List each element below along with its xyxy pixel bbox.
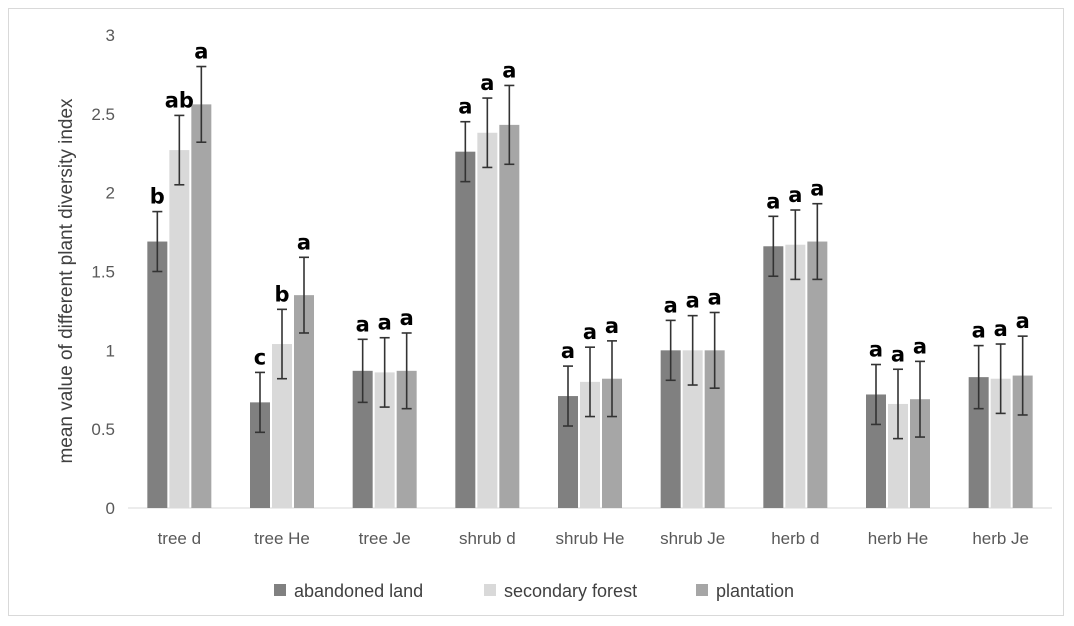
significance-letter: a [356, 312, 370, 336]
significance-letter: a [297, 230, 311, 254]
significance-letter: a [583, 320, 597, 344]
significance-letter: a [378, 311, 392, 335]
significance-letter: a [194, 40, 208, 64]
bar [272, 344, 292, 508]
bar [990, 378, 1011, 508]
significance-letter: a [458, 95, 472, 119]
legend-swatch [484, 584, 496, 596]
bar [660, 350, 681, 508]
significance-letter: a [502, 58, 516, 82]
bar [455, 151, 476, 508]
legend-label: plantation [716, 581, 794, 601]
bar [352, 370, 373, 508]
significance-letter: a [891, 342, 905, 366]
x-tick-label: herb He [868, 529, 928, 548]
significance-letter: b [150, 185, 165, 209]
significance-letter: a [972, 319, 986, 343]
bar [250, 402, 270, 508]
legend-label: abandoned land [294, 581, 423, 601]
bar [147, 241, 168, 508]
legend-swatch [274, 584, 286, 596]
bar [294, 295, 314, 508]
significance-letter: c [254, 345, 266, 369]
y-tick-label: 1 [106, 341, 115, 360]
bar [888, 403, 908, 508]
y-tick-label: 3 [106, 26, 115, 45]
bar [785, 244, 806, 509]
legend: abandoned land secondary forest plantation [274, 581, 794, 601]
y-tick-label: 2.5 [91, 105, 115, 124]
x-tick-label: shrub Je [660, 529, 725, 548]
y-tick-label: 2 [106, 184, 115, 203]
bar [682, 350, 703, 508]
significance-letter: a [664, 293, 678, 317]
bar [704, 350, 725, 508]
y-tick-label: 0.5 [91, 420, 115, 439]
bar [396, 370, 417, 508]
y-axis: 0 0.5 1 1.5 2 2.5 3 [91, 26, 115, 518]
significance-letter: a [913, 334, 927, 358]
bar [499, 124, 520, 509]
significance-letter: a [605, 314, 619, 338]
bar [580, 381, 600, 508]
bar [866, 394, 886, 508]
x-tick-label: herb Je [972, 529, 1029, 548]
bar [169, 150, 190, 508]
significance-letter: a [400, 306, 414, 330]
significance-letter: a [766, 189, 780, 213]
significance-letter: a [480, 71, 494, 95]
bar [191, 104, 212, 508]
significance-letter: b [274, 282, 289, 306]
y-axis-title: mean value of different plant diversity … [56, 98, 77, 464]
bar [910, 399, 930, 508]
x-tick-label: tree Je [359, 529, 411, 548]
x-tick-label: tree He [254, 529, 310, 548]
bar [602, 378, 622, 508]
legend-label: secondary forest [504, 581, 637, 601]
significance-letter: a [708, 285, 722, 309]
significance-letter: a [561, 339, 575, 363]
significance-letter: a [1016, 309, 1030, 333]
bar [968, 377, 989, 508]
significance-letter: ab [165, 88, 194, 112]
y-tick-label: 1.5 [91, 263, 115, 282]
x-tick-label: shrub He [556, 529, 625, 548]
y-tick-label: 0 [106, 499, 115, 518]
error-bars [152, 65, 1028, 440]
x-tick-label: herb d [771, 529, 819, 548]
significance-letter: a [869, 338, 883, 362]
bar [477, 132, 498, 508]
legend-swatch [696, 584, 708, 596]
significance-letter: a [810, 177, 824, 201]
bar [1012, 375, 1033, 508]
significance-letter: a [788, 183, 802, 207]
bar [558, 396, 578, 508]
x-tick-label: tree d [158, 529, 201, 548]
x-tick-label: shrub d [459, 529, 516, 548]
bar [763, 246, 784, 509]
bars [147, 104, 1033, 509]
x-axis: tree d tree He tree Je shrub d shrub He shrub… [158, 529, 1029, 548]
significance-letter: a [686, 289, 700, 313]
significance-letter: a [994, 317, 1008, 341]
bar [807, 241, 828, 508]
